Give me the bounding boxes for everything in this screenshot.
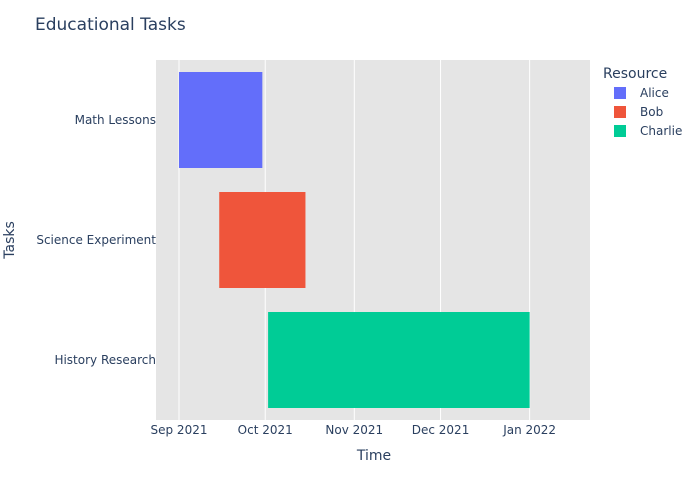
y-tick-label: Math Lessons [75,113,156,127]
legend-title: Resource [603,66,667,82]
legend-swatch [614,106,626,118]
chart-title: Educational Tasks [35,15,186,35]
x-tick-label: Nov 2021 [325,423,383,437]
y-tick-labels: Math Lessons Science Experiment History Re… [36,113,156,367]
y-axis-title: Tasks [2,221,18,260]
gantt-bar [219,192,306,288]
x-tick-label: Oct 2021 [238,423,293,437]
x-tick-label: Dec 2021 [412,423,470,437]
legend-swatch [614,87,626,99]
legend-label: Charlie [640,124,682,138]
bars [178,72,530,408]
legend-swatch [614,125,626,137]
x-tick-label: Sep 2021 [151,423,208,437]
legend-label: Bob [640,105,663,119]
legend: Resource Alice Bob Charlie [603,66,682,138]
x-axis-title: Time [356,448,391,464]
y-tick-label: Science Experiment [36,233,156,247]
x-tick-label: Jan 2022 [502,423,556,437]
gantt-bar [268,312,530,408]
x-tick-labels: Sep 2021 Oct 2021 Nov 2021 Dec 2021 Jan 2022 [151,423,557,437]
legend-label: Alice [640,86,669,100]
y-tick-label: History Research [54,353,156,367]
gantt-bar [178,72,263,168]
